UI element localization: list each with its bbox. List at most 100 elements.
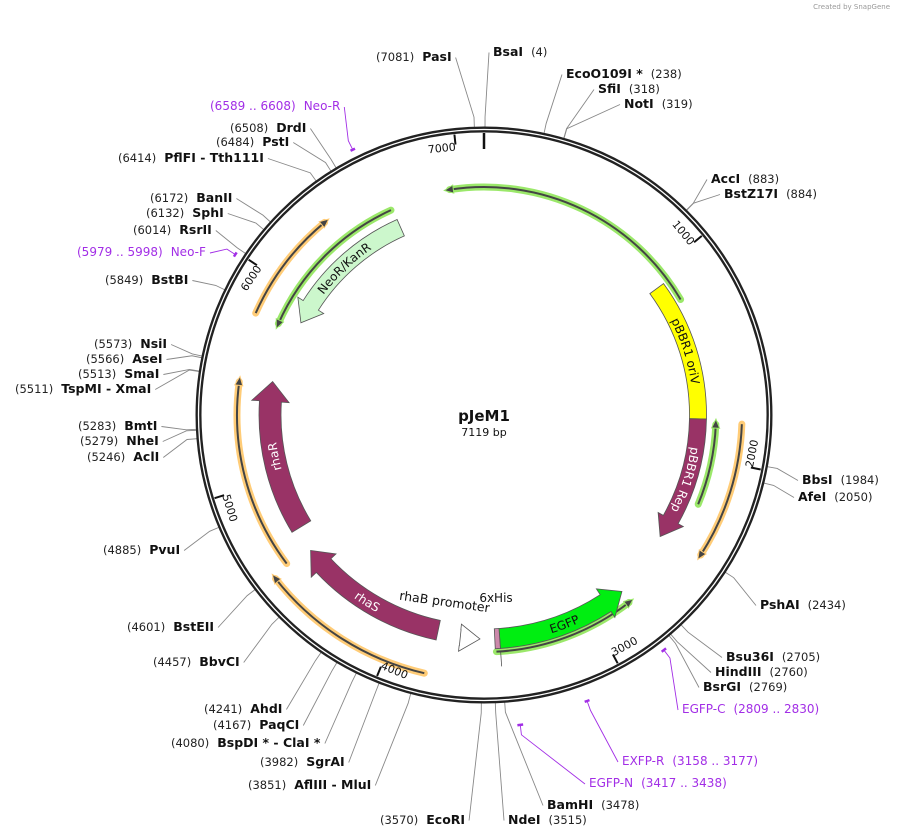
site-label-text[interactable]: BbsI (1984) <box>802 472 879 487</box>
site-label[interactable]: BbsI (1984) <box>802 472 879 487</box>
site-label[interactable]: NdeI (3515) <box>508 812 587 827</box>
site-label-text[interactable]: HindIII (2760) <box>715 664 808 679</box>
feature-pbbr1-rep[interactable]: pBBR1 Rep <box>657 418 707 538</box>
site-label-text[interactable]: (4080) BspDI * - ClaI * <box>171 735 321 750</box>
site-label-text[interactable]: (3982) SgrAI <box>260 754 345 769</box>
feature-shape[interactable] <box>458 623 481 652</box>
site-label-text[interactable]: AccI (883) <box>711 171 779 186</box>
feature-shape[interactable] <box>493 628 501 650</box>
site-label-text[interactable]: (5573) NsiI <box>94 336 167 351</box>
site-label-text[interactable]: (4601) BstEII <box>127 619 214 634</box>
site-label[interactable]: BsaI (4) <box>493 44 547 59</box>
site-label[interactable]: (5246) AclI <box>87 449 159 464</box>
site-label-text[interactable]: (5283) BmtI <box>78 418 157 433</box>
site-label[interactable]: (5566) AseI <box>86 351 163 366</box>
feature-6xhis[interactable]: 6xHis <box>479 591 513 667</box>
site-label[interactable]: BsrGI (2769) <box>703 679 787 694</box>
site-label-text[interactable]: (6014) RsrII <box>133 222 212 237</box>
site-label-text[interactable]: (3851) AflIII - MluI <box>248 777 371 792</box>
site-label-text[interactable]: PshAI (2434) <box>760 597 846 612</box>
site-label-text[interactable]: EGFP-N (3417 .. 3438) <box>589 776 727 790</box>
feature-shape[interactable] <box>297 218 405 324</box>
site-label[interactable]: (5573) NsiI <box>94 336 167 351</box>
site-label-text[interactable]: (5566) AseI <box>86 351 163 366</box>
site-label-text[interactable]: (5246) AclI <box>87 449 159 464</box>
site-label[interactable]: (4885) PvuI <box>103 542 180 557</box>
site-label-text[interactable]: NdeI (3515) <box>508 812 587 827</box>
primer-marker <box>232 251 238 258</box>
site-label-text[interactable]: EGFP-C (2809 .. 2830) <box>682 702 819 716</box>
site-label[interactable]: (7081) PasI <box>376 49 452 64</box>
site-label-text[interactable]: EcoO109I * (238) <box>566 66 682 81</box>
site-label-text[interactable]: (6589 .. 6608) Neo-R <box>210 99 340 113</box>
site-label-text[interactable]: BsrGI (2769) <box>703 679 787 694</box>
name-label: TspMI - XmaI <box>61 381 151 396</box>
site-label-text[interactable]: BsaI (4) <box>493 44 547 59</box>
site-label[interactable]: (6014) RsrII <box>133 222 212 237</box>
site-label[interactable]: (4080) BspDI * - ClaI * <box>171 735 321 750</box>
site-label[interactable]: EcoO109I * (238) <box>566 66 682 81</box>
orf-line <box>449 186 682 301</box>
feature-shape[interactable] <box>649 283 707 420</box>
site-label-text[interactable]: (5979 .. 5998) Neo-F <box>77 245 206 259</box>
site-label[interactable]: (3851) AflIII - MluI <box>248 777 371 792</box>
site-label[interactable]: (5513) SmaI <box>78 366 159 381</box>
site-label[interactable]: Bsu36I (2705) <box>726 649 820 664</box>
site-label-text[interactable]: SfiI (318) <box>598 81 660 96</box>
feature-rhar[interactable]: rhaR <box>250 380 312 533</box>
site-label[interactable]: AfeI (2050) <box>798 489 873 504</box>
site-label[interactable]: (5511) TspMI - XmaI <box>15 381 151 396</box>
site-label[interactable]: EXFP-R (3158 .. 3177) <box>622 754 758 768</box>
site-label-text[interactable]: BamHI (3478) <box>547 797 639 812</box>
site-label-text[interactable]: (6484) PstI <box>216 134 289 149</box>
site-label-text[interactable]: AfeI (2050) <box>798 489 873 504</box>
site-label[interactable]: HindIII (2760) <box>715 664 808 679</box>
site-label[interactable]: (4601) BstEII <box>127 619 214 634</box>
site-label[interactable]: (4457) BbvCI <box>153 654 240 669</box>
site-label-text[interactable]: (6172) BanII <box>150 190 232 205</box>
site-label[interactable]: (5979 .. 5998) Neo-F <box>77 245 206 259</box>
site-label[interactable]: (5849) BstBI <box>105 272 188 287</box>
site-label[interactable]: (6484) PstI <box>216 134 289 149</box>
site-label-text[interactable]: (5279) NheI <box>80 433 159 448</box>
site-label[interactable]: BamHI (3478) <box>547 797 639 812</box>
site-label[interactable]: EGFP-N (3417 .. 3438) <box>589 776 727 790</box>
site-label-text[interactable]: (6132) SphI <box>146 205 224 220</box>
site-label[interactable]: (3570) EcoRI <box>380 812 465 827</box>
site-label[interactable]: (3982) SgrAI <box>260 754 345 769</box>
site-label[interactable]: (4167) PaqCI <box>213 717 299 732</box>
site-label[interactable]: (5279) NheI <box>80 433 159 448</box>
feature-shape[interactable] <box>250 380 312 533</box>
site-label[interactable]: (4241) AhdI <box>204 701 282 716</box>
feature-shape[interactable] <box>310 549 441 641</box>
site-label-text[interactable]: (6508) DrdI <box>230 120 306 135</box>
site-label-text[interactable]: (5849) BstBI <box>105 272 188 287</box>
site-label[interactable]: (6508) DrdI <box>230 120 306 135</box>
site-label-text[interactable]: (6414) PflFI - Tth111I <box>118 150 264 165</box>
site-label-text[interactable]: (4167) PaqCI <box>213 717 299 732</box>
site-label-text[interactable]: (3570) EcoRI <box>380 812 465 827</box>
site-label[interactable]: PshAI (2434) <box>760 597 846 612</box>
site-label-text[interactable]: (5513) SmaI <box>78 366 159 381</box>
site-label[interactable]: (6589 .. 6608) Neo-R <box>210 99 340 113</box>
site-label-text[interactable]: BstZ17I (884) <box>724 186 817 201</box>
site-label[interactable]: SfiI (318) <box>598 81 660 96</box>
feature-shape[interactable] <box>657 418 707 538</box>
site-label-text[interactable]: (4241) AhdI <box>204 701 282 716</box>
site-label-text[interactable]: (7081) PasI <box>376 49 452 64</box>
site-label[interactable]: (6132) SphI <box>146 205 224 220</box>
site-label[interactable]: EGFP-C (2809 .. 2830) <box>682 702 819 716</box>
site-label[interactable]: (6414) PflFI - Tth111I <box>118 150 264 165</box>
site-label[interactable]: BstZ17I (884) <box>724 186 817 201</box>
site-label-text[interactable]: Bsu36I (2705) <box>726 649 820 664</box>
site-label-text[interactable]: NotI (319) <box>624 96 693 111</box>
site-label[interactable]: (5283) BmtI <box>78 418 157 433</box>
site-label[interactable]: NotI (319) <box>624 96 693 111</box>
site-label-text[interactable]: (5511) TspMI - XmaI <box>15 381 151 396</box>
site-label-text[interactable]: EXFP-R (3158 .. 3177) <box>622 754 758 768</box>
site-label[interactable]: AccI (883) <box>711 171 779 186</box>
site-label[interactable]: (6172) BanII <box>150 190 232 205</box>
site-label-text[interactable]: (4885) PvuI <box>103 542 180 557</box>
feature-pbbr1-oriv[interactable]: pBBR1 oriV <box>649 283 707 420</box>
site-label-text[interactable]: (4457) BbvCI <box>153 654 240 669</box>
